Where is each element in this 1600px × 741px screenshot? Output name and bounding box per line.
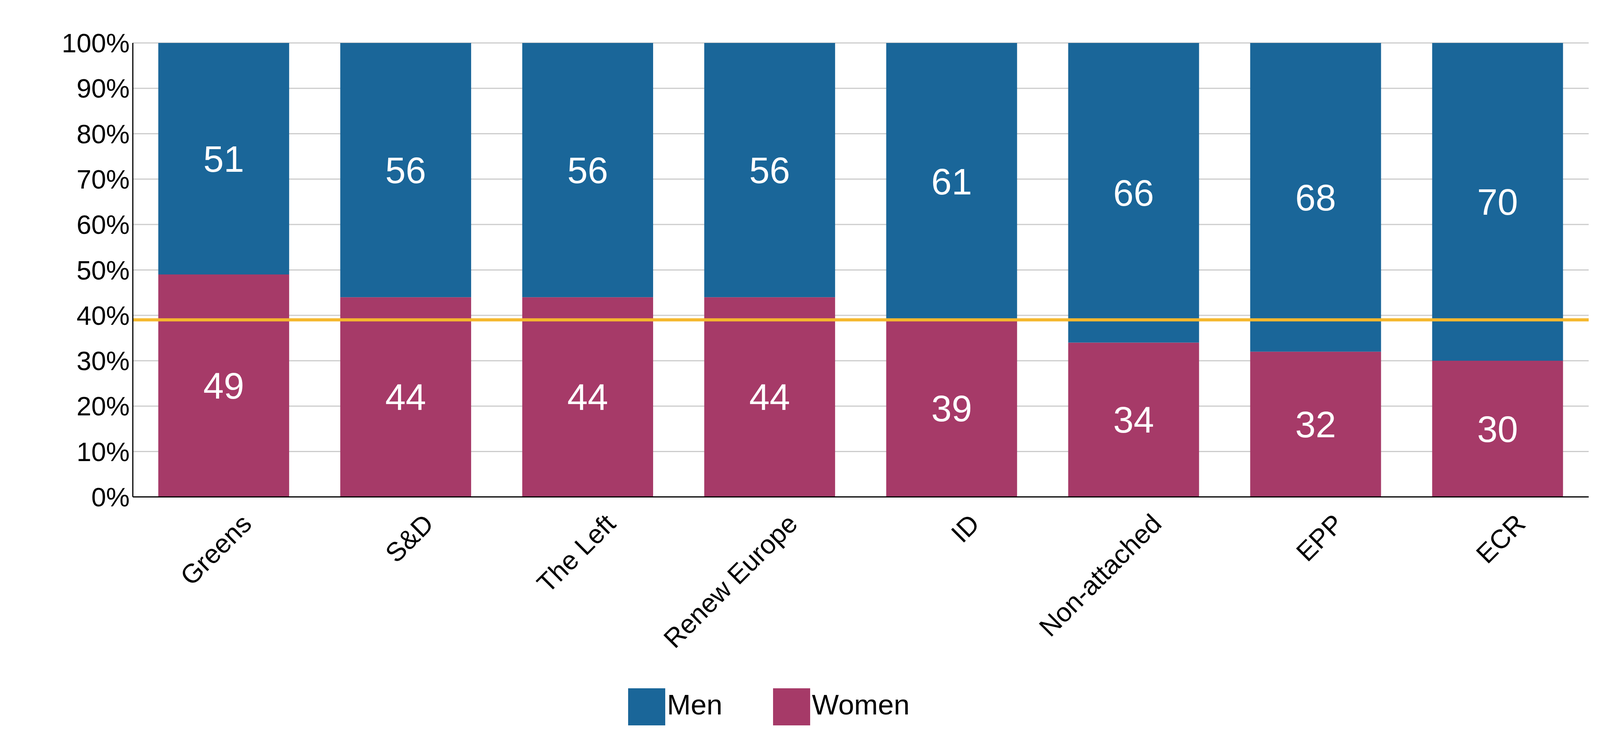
svg-text:32: 32 [1295,404,1337,446]
svg-text:Renew Europe: Renew Europe [657,508,804,654]
svg-text:ID: ID [945,508,986,549]
svg-text:40%: 40% [76,300,130,331]
svg-text:56: 56 [385,150,427,192]
svg-text:60%: 60% [76,209,130,240]
svg-text:44: 44 [385,376,427,418]
svg-text:44: 44 [749,376,791,418]
svg-text:90%: 90% [76,73,130,104]
svg-text:49: 49 [203,365,245,407]
svg-text:66: 66 [1113,172,1155,214]
html-text:Women: Women [811,688,910,721]
svg-text:Non-attached: Non-attached [1033,508,1167,643]
svg-text:EPP: EPP [1290,508,1349,568]
svg-text:39: 39 [931,388,973,430]
svg-text:56: 56 [567,150,609,192]
svg-text:100%: 100% [61,28,130,58]
svg-text:56: 56 [749,150,791,192]
svg-text:S&D: S&D [379,508,440,569]
svg-text:20%: 20% [76,391,130,422]
svg-text:Greens: Greens [174,508,257,592]
svg-text:80%: 80% [76,119,130,149]
svg-text:30: 30 [1477,408,1519,450]
svg-text:51: 51 [203,138,245,180]
svg-text:34: 34 [1113,399,1155,441]
svg-text:70: 70 [1477,181,1519,223]
html-text:Men: Men [666,688,723,721]
svg-text:68: 68 [1295,177,1337,219]
svg-text:30%: 30% [76,346,130,376]
svg-text:44: 44 [567,376,609,418]
svg-text:50%: 50% [76,255,130,286]
svg-text:0%: 0% [91,482,130,513]
svg-text:70%: 70% [76,164,130,195]
svg-text:The Left: The Left [530,508,621,599]
svg-text:ECR: ECR [1470,508,1531,570]
svg-text:10%: 10% [76,437,130,467]
svg-text:61: 61 [931,161,973,203]
